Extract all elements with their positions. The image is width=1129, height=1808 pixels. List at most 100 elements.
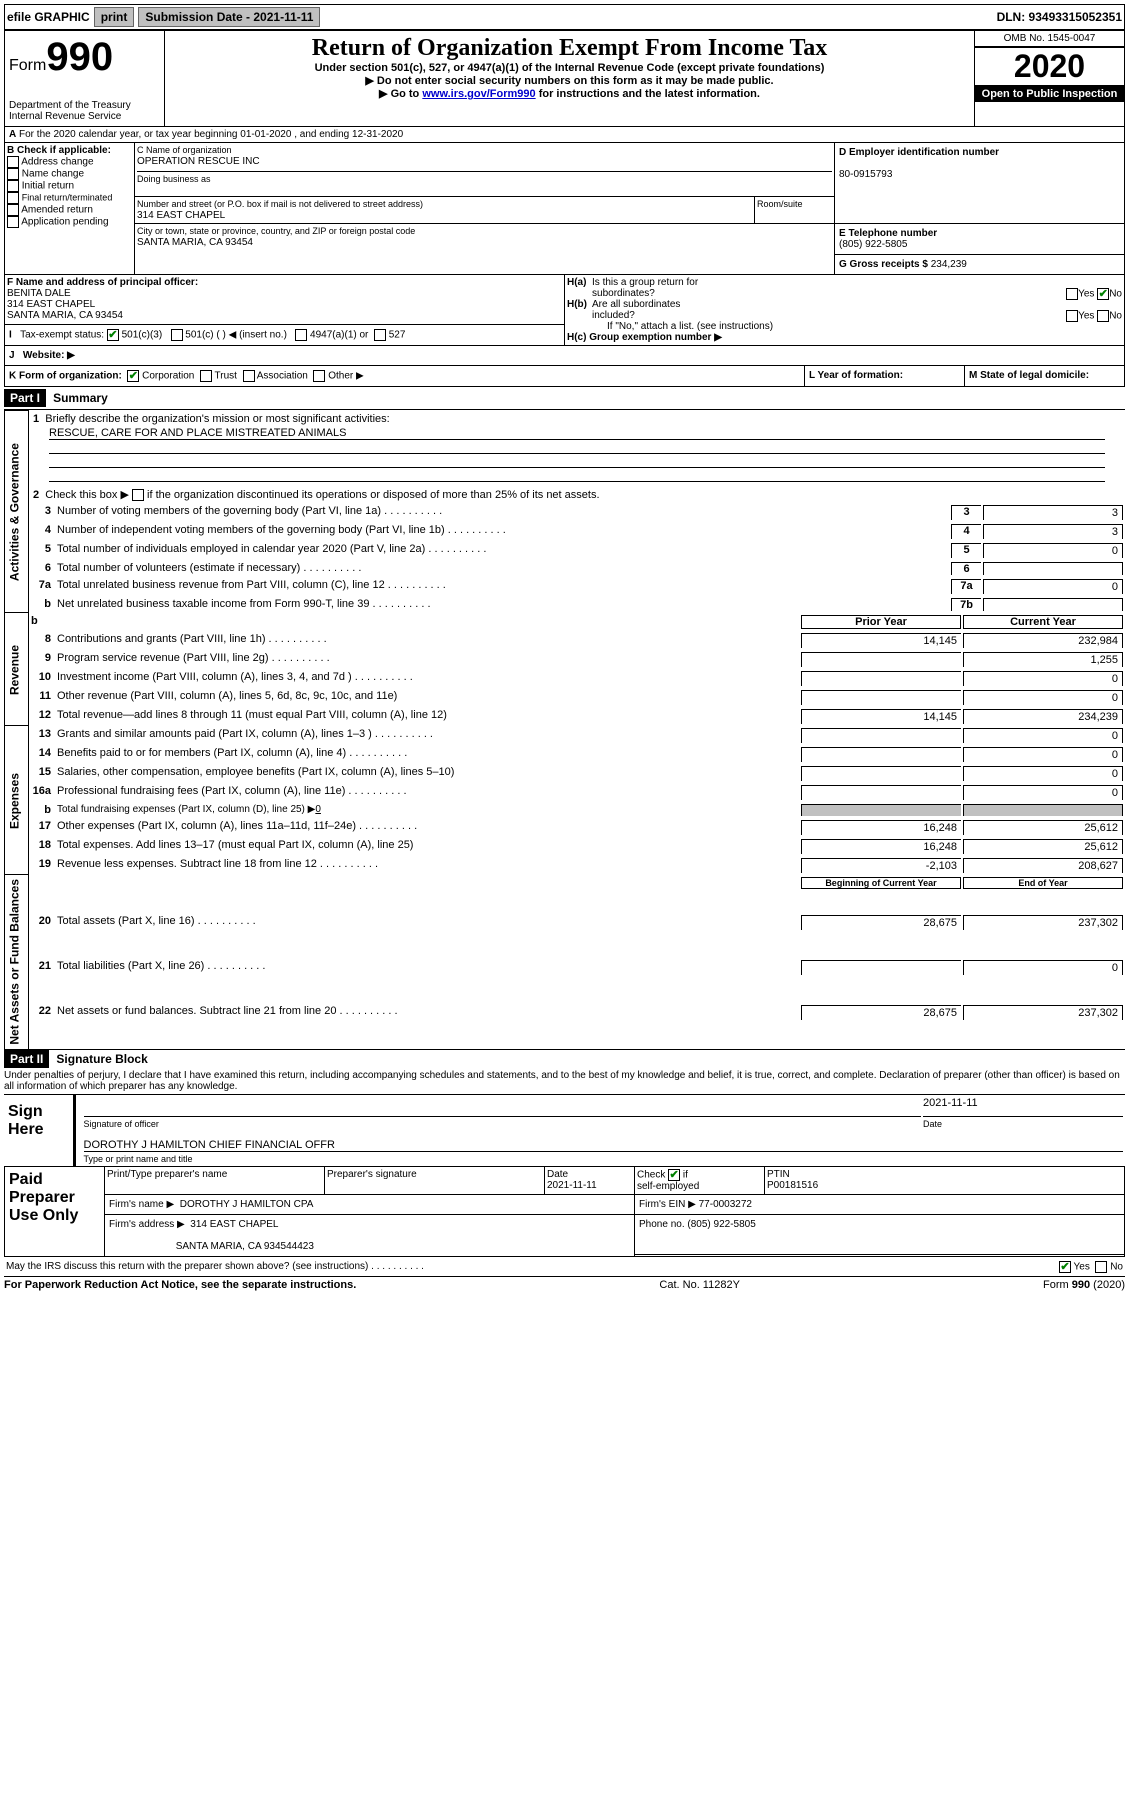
form-id-cell: Form990 Department of the Treasury Inter… <box>5 31 165 127</box>
submission-date: Submission Date - 2021-11-11 <box>138 7 320 27</box>
street-label: Number and street (or P.O. box if mail i… <box>137 199 423 209</box>
hc-label: H(c) Group exemption number ▶ <box>567 332 722 343</box>
rev-row-8: 8Contributions and grants (Part VIII, li… <box>5 631 1126 650</box>
exp-row-14: 14Benefits paid to or for members (Part … <box>5 745 1126 764</box>
ha-no-checkbox[interactable]: ✔ <box>1097 288 1109 300</box>
sig-date-value: 2021-11-11 <box>923 1097 1123 1117</box>
exp-row-19: 19Revenue less expenses. Subtract line 1… <box>5 856 1126 875</box>
part2-title: Signature Block <box>52 1050 151 1068</box>
l2-text: Check this box ▶ if the organization dis… <box>45 489 599 501</box>
sig-date-label: Date <box>923 1119 1123 1129</box>
efile-label: efile GRAPHIC <box>7 10 90 24</box>
ag-row-6: 6Total number of volunteers (estimate if… <box>5 560 1126 577</box>
name-change-checkbox[interactable] <box>7 168 19 180</box>
box-e: E Telephone number (805) 922-5805 <box>835 224 1125 255</box>
part1-title: Summary <box>49 389 112 407</box>
gross-label: G Gross receipts $ <box>839 259 928 270</box>
top-toolbar: efile GRAPHIC print Submission Date - 20… <box>4 4 1125 30</box>
mission-line4 <box>49 468 1105 482</box>
side-rev: Revenue <box>5 613 29 726</box>
na-row-22: 22Net assets or fund balances. Subtract … <box>5 1003 1126 1049</box>
street-value: 314 EAST CHAPEL <box>137 210 225 221</box>
side-na: Net Assets or Fund Balances <box>5 875 29 1050</box>
exp-row-16b: bTotal fundraising expenses (Part IX, co… <box>5 802 1126 818</box>
amended-checkbox[interactable] <box>7 204 19 216</box>
firm-ein-label: Firm's EIN ▶ <box>639 1199 696 1210</box>
firm-addr1: 314 EAST CHAPEL <box>190 1219 278 1230</box>
527-checkbox[interactable] <box>374 329 386 341</box>
c-other-checkbox[interactable] <box>171 329 183 341</box>
hb-yes-checkbox[interactable] <box>1066 310 1078 322</box>
mission-line2 <box>49 440 1105 454</box>
initial-return-checkbox[interactable] <box>7 180 19 192</box>
form-org-label: K Form of organization: <box>9 371 122 382</box>
ha-yes-checkbox[interactable] <box>1066 288 1078 300</box>
period-line: A For the 2020 calendar year, or tax yea… <box>4 127 1125 143</box>
box-m: M State of legal domicile: <box>965 366 1125 387</box>
city-value: SANTA MARIA, CA 93454 <box>137 237 253 248</box>
discuss-no-checkbox[interactable] <box>1095 1261 1107 1273</box>
box-f: F Name and address of principal officer:… <box>5 275 565 324</box>
year-formation-label: L Year of formation: <box>809 370 903 381</box>
firm-ein-value: 77-0003272 <box>699 1199 752 1210</box>
addr-change-checkbox[interactable] <box>7 156 19 168</box>
box-c-name: C Name of organization OPERATION RESCUE … <box>135 143 835 197</box>
firm-name-label: Firm's name ▶ <box>109 1199 174 1210</box>
exp-row-15: 15Salaries, other compensation, employee… <box>5 764 1126 783</box>
other-checkbox[interactable] <box>313 370 325 382</box>
firm-addr-label: Firm's address ▶ <box>109 1219 185 1230</box>
app-pending-checkbox[interactable] <box>7 216 19 228</box>
box-b: B Check if applicable: Address change Na… <box>5 143 135 275</box>
ag-row-5: 5Total number of individuals employed in… <box>5 541 1126 560</box>
officer-label: F Name and address of principal officer: <box>7 277 198 288</box>
ag-row-7b: bNet unrelated business taxable income f… <box>5 596 1126 613</box>
officer-street: 314 EAST CHAPEL <box>7 299 95 310</box>
name-label: C Name of organization <box>137 145 232 155</box>
prep-name-label: Print/Type preparer's name <box>105 1166 325 1194</box>
prep-sig-label: Preparer's signature <box>325 1166 545 1194</box>
box-j: J Website: ▶ <box>5 346 1125 366</box>
year-cell: OMB No. 1545-0047 2020 Open to Public In… <box>975 31 1125 127</box>
l2-checkbox[interactable] <box>132 489 144 501</box>
na-row-20: 20Total assets (Part X, line 16)28,67523… <box>5 913 1126 958</box>
footer-mid: Cat. No. 11282Y <box>659 1279 740 1291</box>
box-g: G Gross receipts $ 234,239 <box>835 255 1125 275</box>
assoc-checkbox[interactable] <box>243 370 255 382</box>
mission-line3 <box>49 454 1105 468</box>
col-prior: Prior Year <box>801 615 961 629</box>
box-b-label: B Check if applicable: <box>7 145 111 156</box>
final-return-checkbox[interactable] <box>7 192 19 204</box>
dba-label: Doing business as <box>137 174 211 184</box>
hb-note: If "No," attach a list. (see instruction… <box>567 321 1122 332</box>
part2-header: Part II <box>4 1050 49 1068</box>
officer-name: BENITA DALE <box>7 288 71 299</box>
name-title-label: Type or print name and title <box>84 1154 1124 1164</box>
col-boy: Beginning of Current Year <box>801 877 961 889</box>
side-exp: Expenses <box>5 726 29 875</box>
4947-checkbox[interactable] <box>295 329 307 341</box>
part1-header: Part I <box>4 389 46 407</box>
firm-phone-value: (805) 922-5805 <box>687 1219 755 1230</box>
trust-checkbox[interactable] <box>200 370 212 382</box>
domicile-label: M State of legal domicile: <box>969 370 1089 381</box>
hb-no-checkbox[interactable] <box>1097 310 1109 322</box>
discuss-yes-checkbox[interactable]: ✔ <box>1059 1261 1071 1273</box>
sign-here-label: Sign Here <box>4 1095 74 1166</box>
c3-checkbox[interactable]: ✔ <box>107 329 119 341</box>
inspection-label: Open to Public Inspection <box>975 86 1124 102</box>
form-prefix: Form <box>9 57 46 74</box>
title-cell: Return of Organization Exempt From Incom… <box>165 31 975 127</box>
instructions-link[interactable]: www.irs.gov/Form990 <box>422 88 535 100</box>
print-button[interactable]: print <box>94 7 135 27</box>
gross-value: 234,239 <box>931 259 967 270</box>
exp-row-17: 17Other expenses (Part IX, column (A), l… <box>5 818 1126 837</box>
col-current: Current Year <box>963 615 1123 629</box>
exp-row-18: 18Total expenses. Add lines 13–17 (must … <box>5 837 1126 856</box>
corp-checkbox[interactable]: ✔ <box>127 370 139 382</box>
l1-label: Briefly describe the organization's miss… <box>45 413 389 425</box>
self-emp-checkbox[interactable]: ✔ <box>668 1169 680 1181</box>
box-k: K Form of organization: ✔ Corporation Tr… <box>5 366 805 387</box>
side-ag: Activities & Governance <box>5 411 29 613</box>
dln-label: DLN: 93493315052351 <box>997 10 1122 24</box>
prep-date-value: 2021-11-11 <box>547 1180 597 1191</box>
